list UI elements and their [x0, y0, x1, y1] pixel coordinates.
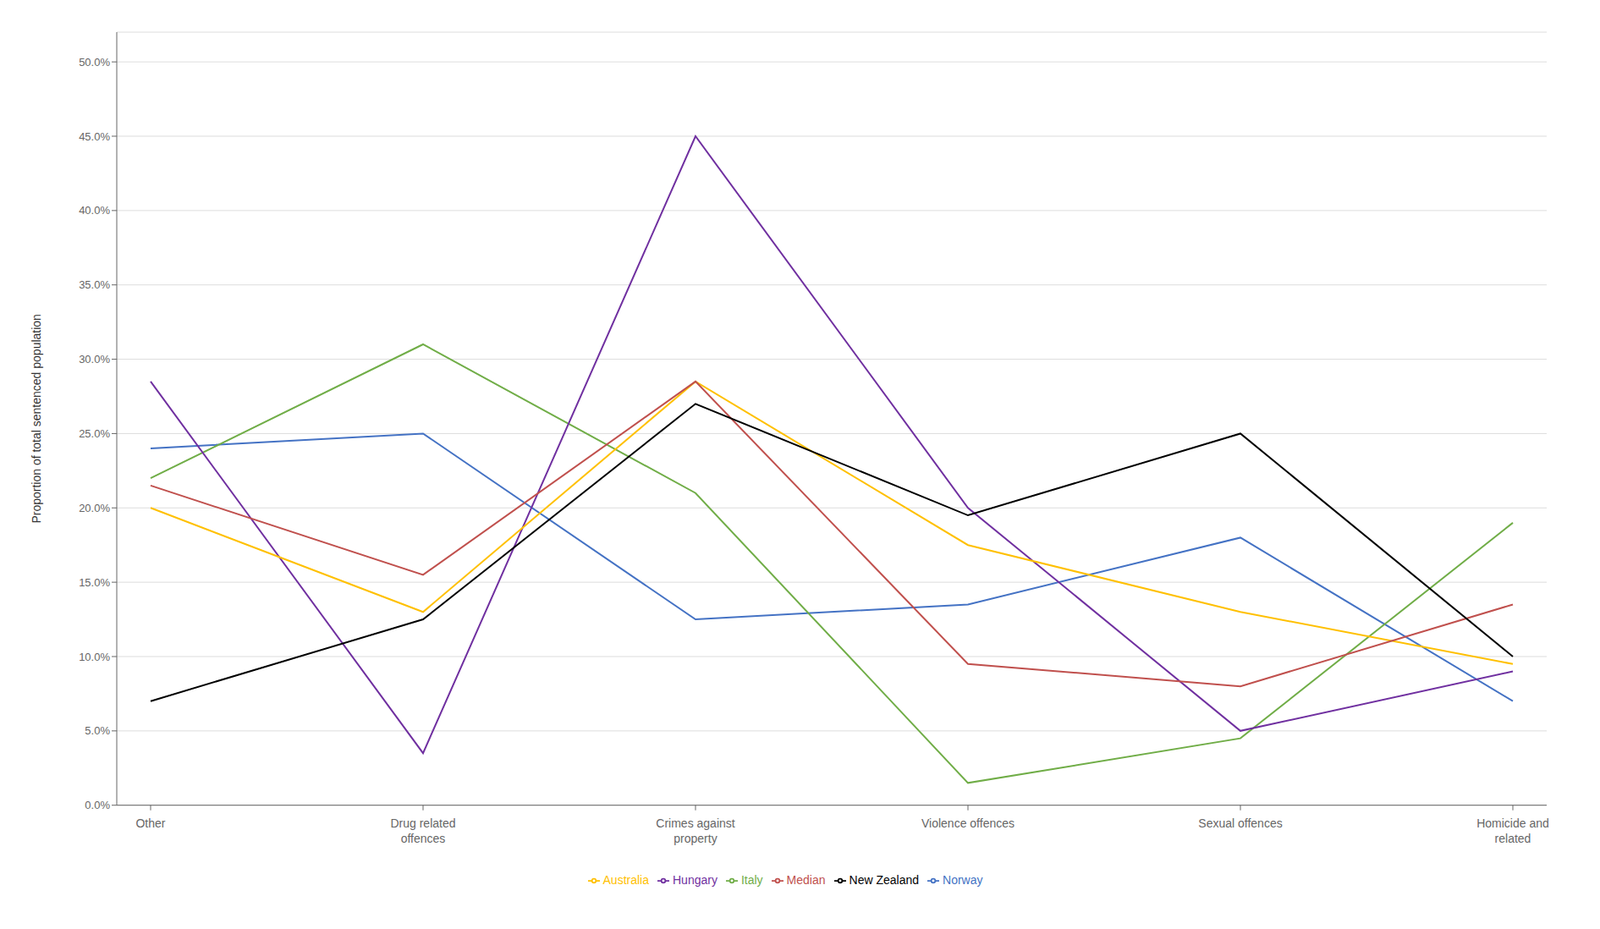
- svg-text:Sexual offences: Sexual offences: [1198, 816, 1282, 831]
- svg-text:15.0%: 15.0%: [78, 576, 110, 589]
- svg-text:Proportion of total sentenced: Proportion of total sentenced population: [29, 313, 44, 524]
- svg-text:45.0%: 45.0%: [78, 130, 110, 143]
- svg-text:30.0%: 30.0%: [78, 352, 110, 366]
- html-text:Norway: Norway: [942, 872, 983, 887]
- svg-text:0.0%: 0.0%: [84, 798, 110, 812]
- html-text:Italy: Italy: [741, 872, 763, 887]
- html-text:New Zealand: New Zealand: [849, 872, 919, 887]
- html-text:Median: Median: [786, 872, 826, 887]
- svg-text:20.0%: 20.0%: [78, 501, 110, 515]
- svg-text:Crimes againstproperty: Crimes againstproperty: [655, 816, 735, 846]
- svg-text:35.0%: 35.0%: [78, 278, 110, 292]
- svg-text:Other: Other: [135, 816, 165, 831]
- svg-text:40.0%: 40.0%: [78, 203, 110, 217]
- svg-text:25.0%: 25.0%: [78, 427, 110, 440]
- svg-text:10.0%: 10.0%: [78, 650, 110, 664]
- html-text:Hungary: Hungary: [672, 872, 718, 887]
- svg-text:Violence offences: Violence offences: [921, 816, 1015, 831]
- svg-text:Drug relatedoffences: Drug relatedoffences: [390, 816, 456, 846]
- svg-text:Homicide andrelated: Homicide andrelated: [1476, 816, 1550, 846]
- html-text:Australia: Australia: [602, 872, 649, 887]
- svg-text:50.0%: 50.0%: [78, 55, 110, 69]
- svg-text:5.0%: 5.0%: [84, 724, 110, 737]
